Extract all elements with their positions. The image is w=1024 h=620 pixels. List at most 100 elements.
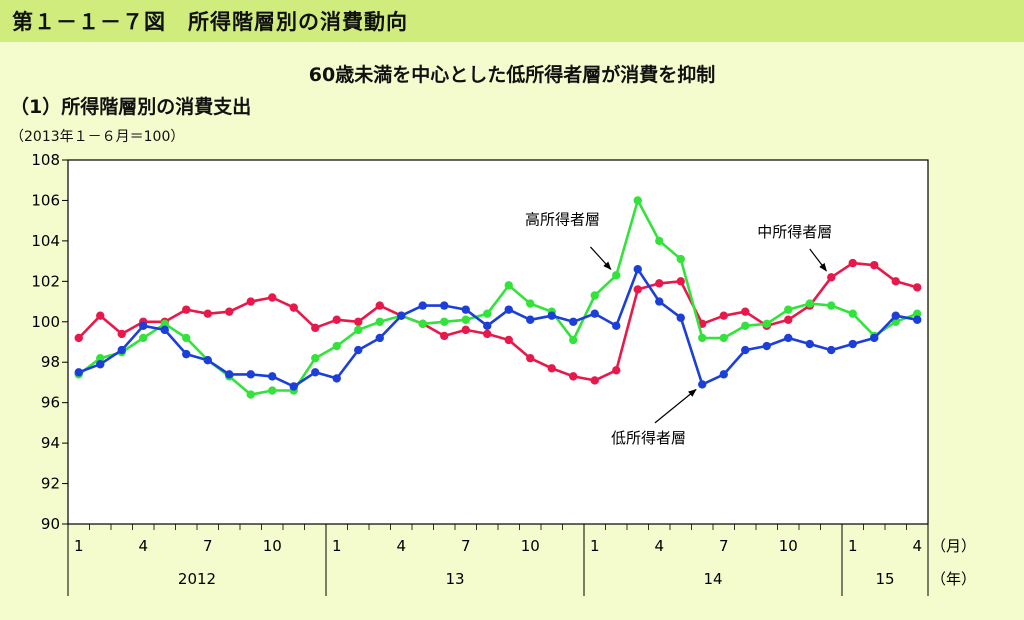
- data-point: [182, 305, 191, 314]
- y-tick-label: 102: [31, 272, 60, 290]
- data-point: [483, 321, 492, 331]
- data-point: [612, 321, 621, 331]
- data-point: [483, 309, 492, 318]
- data-point: [203, 309, 212, 318]
- series-line: [78, 267, 918, 388]
- data-point: [332, 315, 341, 324]
- data-point: [461, 305, 470, 314]
- data-point: [612, 271, 621, 280]
- data-point: [504, 281, 513, 290]
- series-annotation-label: 低所得者層: [611, 429, 686, 447]
- data-point: [375, 301, 384, 310]
- y-tick-label: 94: [41, 434, 60, 452]
- data-point: [354, 325, 363, 335]
- data-point: [526, 315, 535, 324]
- data-point: [440, 301, 449, 310]
- data-point: [590, 291, 599, 300]
- data-point: [848, 339, 857, 349]
- data-point: [784, 315, 793, 324]
- data-point: [311, 368, 320, 377]
- data-point: [268, 386, 277, 395]
- annotation-arrow: [809, 248, 827, 272]
- data-point: [719, 370, 728, 379]
- data-point: [418, 301, 427, 310]
- year-label: 2012: [178, 570, 216, 588]
- data-point: [160, 325, 169, 335]
- data-point: [827, 345, 836, 355]
- data-point: [741, 345, 750, 355]
- data-point: [913, 315, 922, 324]
- data-point: [526, 299, 535, 308]
- data-point: [96, 353, 105, 363]
- x-tick-label: 1: [848, 537, 858, 555]
- data-point: [461, 325, 470, 335]
- data-point: [182, 333, 191, 343]
- y-tick-label: 90: [41, 515, 60, 533]
- data-point: [547, 311, 556, 320]
- data-point: [289, 303, 298, 312]
- data-point: [311, 323, 320, 333]
- data-point: [375, 317, 384, 326]
- data-point: [827, 301, 836, 310]
- year-unit-label: （年）: [931, 570, 976, 588]
- x-tick-label: 4: [138, 537, 148, 555]
- data-point: [139, 321, 148, 331]
- data-point: [784, 305, 793, 314]
- plot-area: [67, 159, 929, 525]
- data-point: [483, 329, 492, 339]
- x-tick-label: 1: [590, 537, 600, 555]
- series-line: [77, 261, 918, 382]
- data-point: [805, 339, 814, 349]
- data-point: [268, 372, 277, 381]
- data-point: [461, 315, 470, 324]
- data-point: [805, 299, 814, 308]
- x-tick-label: 4: [654, 537, 664, 555]
- data-point: [354, 317, 363, 326]
- x-tick-label: 7: [461, 537, 471, 555]
- y-tick-label: 98: [41, 353, 60, 371]
- data-point: [719, 311, 728, 320]
- data-point: [590, 309, 599, 318]
- data-point: [547, 364, 556, 373]
- data-point: [762, 341, 771, 351]
- data-point: [633, 285, 642, 294]
- x-tick-label: 10: [263, 537, 282, 555]
- data-point: [827, 273, 836, 282]
- data-point: [870, 260, 879, 270]
- data-point: [655, 297, 664, 306]
- data-point: [633, 196, 642, 205]
- x-tick-label: 10: [521, 537, 540, 555]
- data-point: [569, 335, 578, 345]
- data-point: [289, 382, 298, 391]
- data-point: [225, 370, 234, 379]
- data-point: [117, 329, 126, 339]
- data-point: [913, 309, 922, 318]
- data-point: [891, 311, 900, 320]
- x-tick-label: 1: [332, 537, 342, 555]
- data-point: [676, 254, 685, 264]
- x-tick-label: 7: [719, 537, 729, 555]
- data-point: [569, 372, 578, 381]
- figure-title: 第１－１－７図 所得階層別の消費動向: [12, 10, 408, 34]
- data-point: [569, 317, 578, 326]
- year-label: 14: [703, 570, 722, 588]
- data-point: [784, 333, 793, 343]
- data-point: [655, 236, 664, 246]
- data-point: [332, 374, 341, 383]
- data-point: [246, 297, 255, 306]
- data-point: [741, 321, 750, 331]
- series-annotation-label: 高所得者層: [525, 211, 600, 229]
- data-point: [182, 349, 191, 359]
- x-tick-label: 10: [779, 537, 798, 555]
- data-point: [848, 309, 857, 318]
- data-point: [676, 277, 685, 286]
- data-point: [160, 319, 169, 328]
- annotation-arrow: [654, 388, 697, 424]
- data-point: [375, 333, 384, 343]
- data-point: [117, 345, 126, 355]
- data-point: [418, 319, 427, 328]
- year-label: 15: [875, 570, 894, 588]
- data-point: [440, 317, 449, 326]
- data-point: [354, 345, 363, 355]
